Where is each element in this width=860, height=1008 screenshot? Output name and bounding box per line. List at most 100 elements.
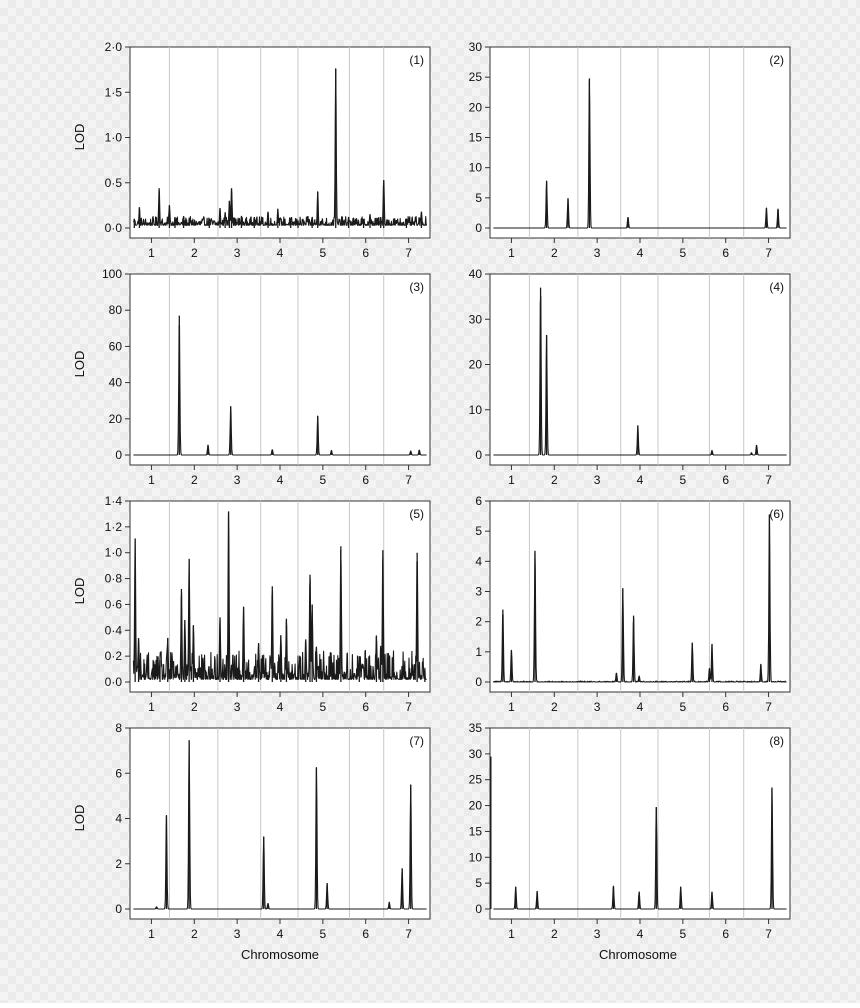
y-tick-label: 1·5 [105, 85, 123, 99]
y-tick-label: 4 [115, 812, 122, 826]
x-tick-label: 3 [594, 473, 601, 487]
y-tick-label: 0 [475, 221, 482, 235]
x-tick-label: 1 [508, 473, 515, 487]
x-tick-label: 4 [637, 246, 644, 260]
panel-4: 0 10 20 30 40 1 2 3 4 5 6 7 (4) [469, 267, 791, 487]
x-tick-label: 1 [148, 700, 155, 714]
x-tick-label: 5 [680, 246, 687, 260]
x-tick-label: 6 [722, 700, 729, 714]
x-tick-label: 7 [405, 927, 412, 941]
panel-label: (6) [769, 507, 784, 521]
y-tick-label: 2·0 [105, 40, 123, 54]
chromosome-xlabel-right: Chromosome [599, 947, 677, 962]
chromosome-xlabel-left: Chromosome [241, 947, 319, 962]
y-tick-label: 30 [469, 40, 483, 54]
x-tick-label: 1 [508, 246, 515, 260]
x-tick-label: 7 [765, 246, 772, 260]
x-tick-label: 2 [551, 246, 558, 260]
x-tick-label: 6 [722, 473, 729, 487]
lod-ylabel-row3: LOD [72, 578, 87, 605]
y-tick-label: 10 [469, 403, 483, 417]
x-tick-label: 7 [405, 246, 412, 260]
y-tick-label: 5 [475, 524, 482, 538]
lod-trace [493, 295, 787, 456]
y-tick-label: 0 [475, 902, 482, 916]
x-tick-label: 5 [680, 927, 687, 941]
y-tick-label: 8 [115, 721, 122, 735]
y-tick-label: 5 [475, 191, 482, 205]
panel-label: (2) [769, 53, 784, 67]
y-tick-label: 20 [109, 412, 123, 426]
x-tick-label: 4 [277, 927, 284, 941]
y-tick-label: 6 [475, 494, 482, 508]
panel-label: (7) [409, 734, 424, 748]
x-tick-label: 1 [508, 700, 515, 714]
lod-trace [493, 80, 787, 229]
lod-trace [132, 68, 428, 226]
panel-3: 0 20 40 60 80 100 1 2 3 4 5 6 7 (3) [102, 267, 431, 487]
lod-trace [133, 324, 427, 456]
x-tick-label: 5 [320, 246, 327, 260]
lod-ylabel-row2: LOD [72, 351, 87, 378]
y-tick-label: 30 [469, 312, 483, 326]
x-tick-label: 3 [234, 473, 241, 487]
panel-2: 0 5 10 15 20 25 30 1 2 3 4 5 6 7 (2) [469, 40, 791, 260]
x-tick-label: 2 [551, 700, 558, 714]
x-tick-label: 2 [551, 473, 558, 487]
y-tick-label: 15 [469, 824, 483, 838]
lod-ylabel-row1: LOD [72, 124, 87, 151]
x-tick-label: 6 [362, 700, 369, 714]
y-tick-label: 3 [475, 585, 482, 599]
y-tick-label: 1·2 [105, 520, 123, 534]
panel-label: (1) [409, 53, 424, 67]
panel-8: 0 5 10 15 20 25 30 35 1 2 3 4 5 6 7 (8) [469, 721, 791, 941]
y-tick-label: 0·8 [105, 572, 123, 586]
y-tick-label: 20 [469, 100, 483, 114]
x-tick-label: 3 [234, 700, 241, 714]
x-tick-label: 6 [362, 927, 369, 941]
y-tick-label: 0·5 [105, 176, 123, 190]
x-tick-label: 1 [508, 927, 515, 941]
x-tick-label: 2 [191, 473, 198, 487]
x-tick-label: 7 [765, 700, 772, 714]
plot-area [129, 727, 431, 920]
x-tick-label: 5 [320, 927, 327, 941]
y-tick-label: 35 [469, 721, 483, 735]
x-tick-label: 4 [277, 700, 284, 714]
y-tick-label: 0 [475, 675, 482, 689]
x-tick-label: 1 [148, 927, 155, 941]
y-tick-label: 60 [109, 339, 123, 353]
y-tick-label: 80 [109, 303, 123, 317]
y-tick-label: 0·6 [105, 597, 123, 611]
x-tick-label: 3 [594, 246, 601, 260]
y-tick-label: 1·0 [105, 131, 123, 145]
plot-area [129, 46, 431, 239]
plot-area [129, 273, 431, 466]
x-tick-label: 4 [637, 927, 644, 941]
lod-trace [132, 512, 427, 680]
x-tick-label: 1 [148, 473, 155, 487]
plot-area [489, 727, 791, 920]
y-tick-label: 20 [469, 358, 483, 372]
y-tick-label: 30 [469, 747, 483, 761]
y-tick-label: 10 [469, 161, 483, 175]
x-tick-label: 5 [320, 473, 327, 487]
x-tick-label: 7 [765, 473, 772, 487]
x-tick-label: 2 [191, 246, 198, 260]
y-tick-label: 0 [115, 448, 122, 462]
x-tick-label: 1 [148, 246, 155, 260]
panel-7: 0 2 4 6 8 1 2 3 4 5 6 7 (7) [115, 721, 431, 941]
x-tick-label: 5 [320, 700, 327, 714]
y-tick-label: 4 [475, 554, 482, 568]
x-tick-label: 7 [405, 473, 412, 487]
x-tick-label: 6 [722, 246, 729, 260]
panel-label: (8) [769, 734, 784, 748]
y-tick-label: 15 [469, 131, 483, 145]
x-tick-label: 5 [680, 700, 687, 714]
x-tick-label: 4 [277, 473, 284, 487]
x-tick-label: 3 [594, 927, 601, 941]
plot-area [489, 500, 791, 693]
panel-label: (3) [409, 280, 424, 294]
